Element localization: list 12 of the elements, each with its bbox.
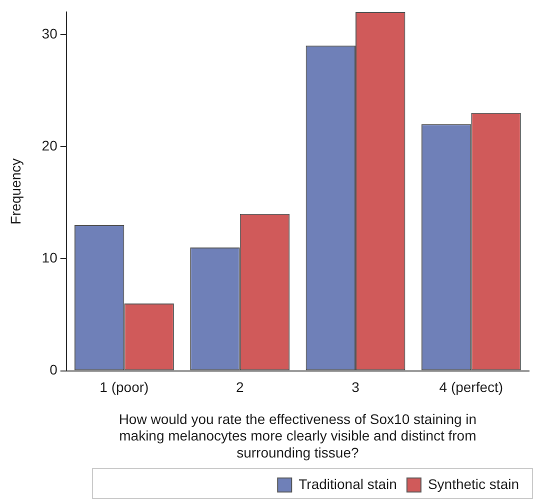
legend-label: Synthetic stain [428, 476, 520, 492]
legend-label: Traditional stain [298, 476, 397, 492]
y-tick-label: 20 [42, 137, 58, 154]
x-tick-label: 4 (perfect) [439, 379, 504, 396]
x-axis-title: How would you rate the effectiveness of Sox10 staining in making melanocytes more clearly visible and distinct from surrounding tissue? [118, 410, 477, 460]
y-tick-label: 0 [50, 362, 58, 378]
x-tick-label: 3 [352, 379, 360, 396]
y-axis-title: Frequency [7, 158, 24, 224]
x-tick-label: 2 [236, 379, 244, 396]
x-tick-label: 1 (poor) [100, 379, 149, 396]
y-tick-label: 10 [42, 250, 58, 266]
y-tick-label: 30 [42, 25, 58, 42]
